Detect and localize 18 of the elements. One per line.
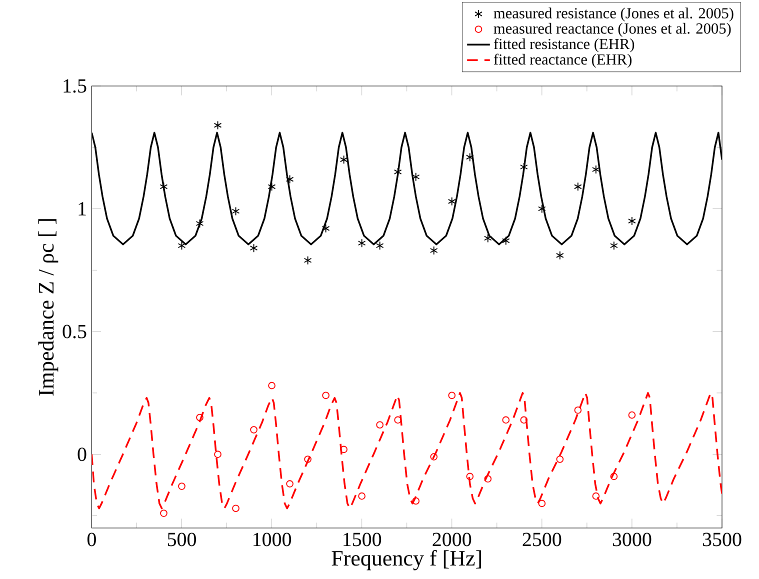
x-axis-title: Frequency f [Hz] [332, 550, 481, 570]
x-tick-label: 1500 [344, 532, 382, 546]
legend-label: measured reactance (Jones et al. 2005) [494, 22, 731, 37]
legend-label: measured resistance (Jones et al. 2005) [494, 8, 734, 22]
x-tick-label: 0 [87, 532, 96, 546]
y-tick-label: 1.5 [64, 79, 86, 93]
y-tick-label: 0 [78, 448, 86, 462]
y-tick-label: 0.5 [62, 324, 86, 338]
x-tick-label: 2000 [432, 532, 472, 546]
x-tick-label: 3000 [612, 532, 652, 546]
legend-label: fitted resistance (EHR) [494, 38, 634, 52]
x-tick-label: 500 [168, 532, 196, 546]
x-tick-label: 3500 [702, 532, 742, 546]
legend-label: fitted reactance (EHR) [494, 54, 632, 68]
y-tick-label: 1 [78, 202, 86, 216]
x-tick-label: 1000 [254, 532, 292, 546]
y-axis-title: Impedance Z / ρc [ ] [38, 219, 58, 396]
x-tick-label: 2500 [522, 532, 562, 546]
